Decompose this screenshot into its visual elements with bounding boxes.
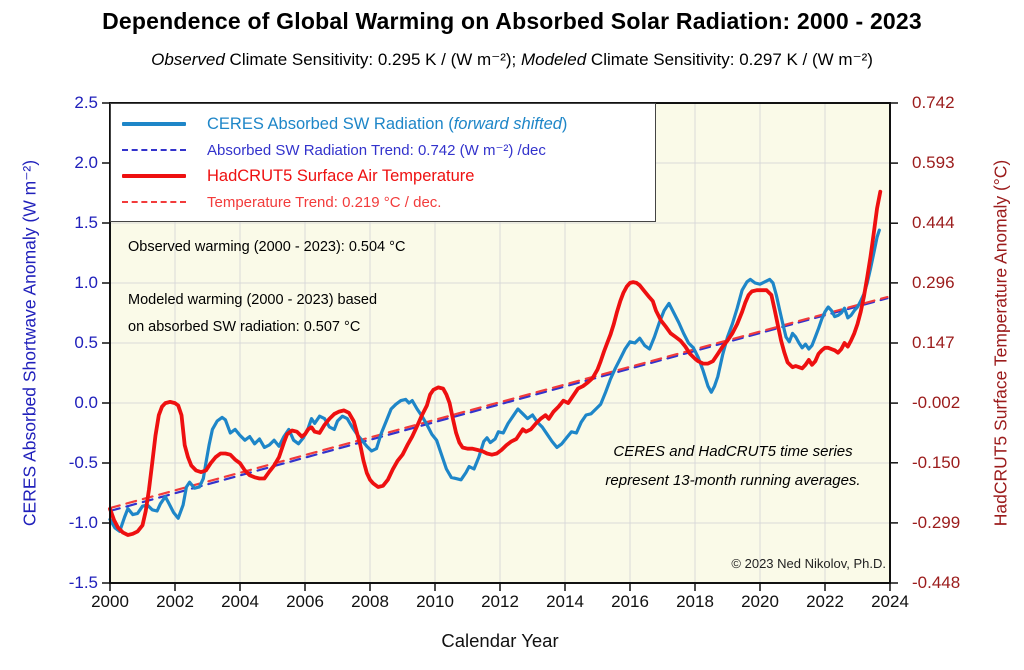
series-left xyxy=(108,228,881,533)
temp-trend-line-swatch xyxy=(122,201,186,203)
subtitle-observed-label: Observed xyxy=(151,50,225,69)
subtitle-observed-text: Climate Sensitivity: 0.295 K / (W m⁻²); xyxy=(224,50,521,69)
x-tick-label: 2006 xyxy=(286,592,324,611)
y-left-tick-label: -0.5 xyxy=(68,453,98,472)
subtitle-modeled-label: Modeled xyxy=(520,50,587,69)
x-tick-label: 2018 xyxy=(676,592,714,611)
sw-trend-line-swatch xyxy=(122,149,186,151)
y-right-tick-label: -0.150 xyxy=(912,452,961,472)
series-trend-left xyxy=(108,297,889,513)
note-line1: CERES and HadCRUT5 time series xyxy=(613,443,853,460)
x-tick-label: 2022 xyxy=(806,592,844,611)
x-tick-label: 2002 xyxy=(156,592,194,611)
x-axis-title: Calendar Year xyxy=(441,630,559,651)
legend-item-temp-trend: Temperature Trend: 0.219 °C / dec. xyxy=(111,189,655,215)
x-tick-label: 2010 xyxy=(416,592,454,611)
annotation-modeled-warming: Modeled warming (2000 - 2023) based on a… xyxy=(128,287,377,341)
y-axis-right-title: HadCRUT5 Surface Temperature Anomaly (°C… xyxy=(990,159,1011,527)
y-left-tick-label: 1.5 xyxy=(74,213,98,232)
legend-label-hadcrut: HadCRUT5 Surface Air Temperature xyxy=(207,166,475,185)
x-tick-label: 2020 xyxy=(741,592,779,611)
y-left-tick-label: -1.0 xyxy=(68,513,98,532)
y-left-tick-label: 2.5 xyxy=(74,93,98,112)
y-left-tick-label: 2.0 xyxy=(74,153,98,172)
y-right-tick-label: -0.002 xyxy=(912,393,961,413)
x-tick-label: 2014 xyxy=(546,592,584,611)
y-right-tick-label: 0.444 xyxy=(912,213,955,233)
x-tick-label: 2016 xyxy=(611,592,649,611)
annotation-modeled-warming-line2: on absorbed SW radiation: 0.507 °C xyxy=(128,319,361,335)
legend-item-hadcrut: HadCRUT5 Surface Air Temperature xyxy=(111,163,655,189)
legend-item-ceres: CERES Absorbed SW Radiation (forward shi… xyxy=(111,111,655,137)
annotation-running-average-note: CERES and HadCRUT5 time series represent… xyxy=(583,437,883,495)
hadcrut-line-swatch xyxy=(122,174,186,178)
x-tick-label: 2012 xyxy=(481,592,519,611)
legend-label-ceres: CERES Absorbed SW Radiation (forward shi… xyxy=(207,114,568,133)
chart-subtitle: Observed Climate Sensitivity: 0.295 K / … xyxy=(0,50,1024,70)
page-title: Dependence of Global Warming on Absorbed… xyxy=(102,8,922,34)
legend-box: CERES Absorbed SW Radiation (forward shi… xyxy=(110,103,656,222)
legend-item-sw-trend: Absorbed SW Radiation Trend: 0.742 (W m⁻… xyxy=(111,137,655,163)
ceres-line-swatch xyxy=(122,122,186,126)
annotation-modeled-warming-line1: Modeled warming (2000 - 2023) based xyxy=(128,292,378,308)
y-left-tick-label: 0.0 xyxy=(74,393,98,412)
x-tick-label: 2000 xyxy=(91,592,129,611)
y-right-tick-label: -0.299 xyxy=(912,512,961,532)
x-tick-label: 2008 xyxy=(351,592,389,611)
y-right-tick-label: 0.147 xyxy=(912,333,955,352)
legend-label-sw-trend: Absorbed SW Radiation Trend: 0.742 (W m⁻… xyxy=(207,142,546,159)
y-left-tick-label: 1.0 xyxy=(74,273,98,292)
y-right-tick-label: -0.448 xyxy=(912,573,961,592)
y-left-tick-label: -1.5 xyxy=(68,573,98,592)
x-tick-label: 2024 xyxy=(871,592,909,611)
series-right xyxy=(108,189,883,537)
y-left-tick-label: 0.5 xyxy=(74,333,98,352)
annotation-observed-warming: Observed warming (2000 - 2023): 0.504 °C xyxy=(128,239,406,255)
copyright-text: © 2023 Ned Nikolov, Ph.D. xyxy=(731,556,886,571)
series-trend-right xyxy=(108,295,889,510)
y-right-tick-label: 0.593 xyxy=(912,153,955,173)
y-right-tick-label: 0.296 xyxy=(912,272,955,292)
x-tick-label: 2004 xyxy=(221,592,259,611)
subtitle-modeled-text: Climate Sensitivity: 0.297 K / (W m⁻²) xyxy=(586,50,873,69)
y-right-tick-label: 0.742 xyxy=(912,93,955,112)
note-line2: represent 13-month running averages. xyxy=(605,472,861,489)
legend-label-temp-trend: Temperature Trend: 0.219 °C / dec. xyxy=(207,193,442,211)
